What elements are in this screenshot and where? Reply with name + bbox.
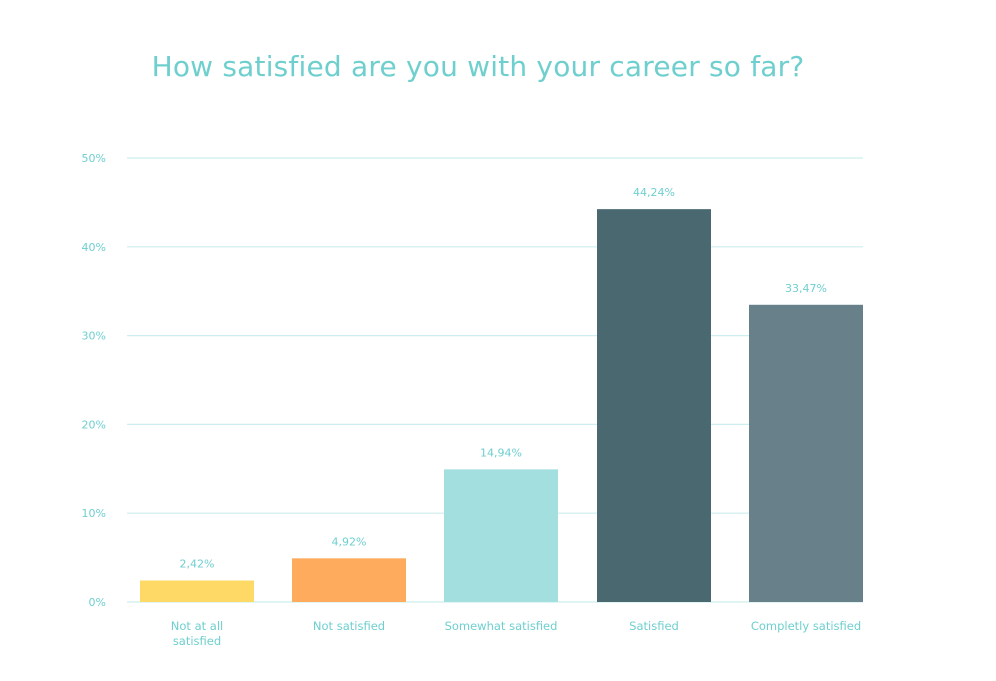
chart-title: How satisfied are you with your career s… <box>151 50 805 83</box>
bar <box>444 469 558 602</box>
bar <box>292 558 406 602</box>
data-label: 33,47% <box>785 282 827 295</box>
x-axis: Not at all satisfied Not satisfied Somewhat… <box>171 619 861 648</box>
bar <box>140 580 254 602</box>
data-label: 44,24% <box>633 186 675 199</box>
data-label: 2,42% <box>180 558 215 571</box>
y-tick-label: 20% <box>82 418 106 431</box>
category-label: Somewhat satisfied <box>445 619 558 633</box>
y-tick-label: 30% <box>82 330 106 343</box>
bar <box>749 304 863 602</box>
y-tick-label: 50% <box>82 152 106 165</box>
category-label: Not satisfied <box>313 619 385 633</box>
data-label: 14,94% <box>480 446 522 459</box>
y-tick-label: 0% <box>89 596 106 609</box>
category-label: Completly satisfied <box>751 619 861 633</box>
bars <box>140 209 863 602</box>
bar <box>597 209 711 602</box>
category-label: Not at all satisfied <box>171 619 223 648</box>
y-axis: 0% 10% 20% 30% 40% 50% <box>82 152 106 609</box>
data-labels: 2,42% 4,92% 14,94% 44,24% 33,47% <box>180 186 827 570</box>
y-tick-label: 10% <box>82 507 106 520</box>
data-label: 4,92% <box>332 535 367 548</box>
y-tick-label: 40% <box>82 241 106 254</box>
category-label: Satisfied <box>629 619 679 633</box>
